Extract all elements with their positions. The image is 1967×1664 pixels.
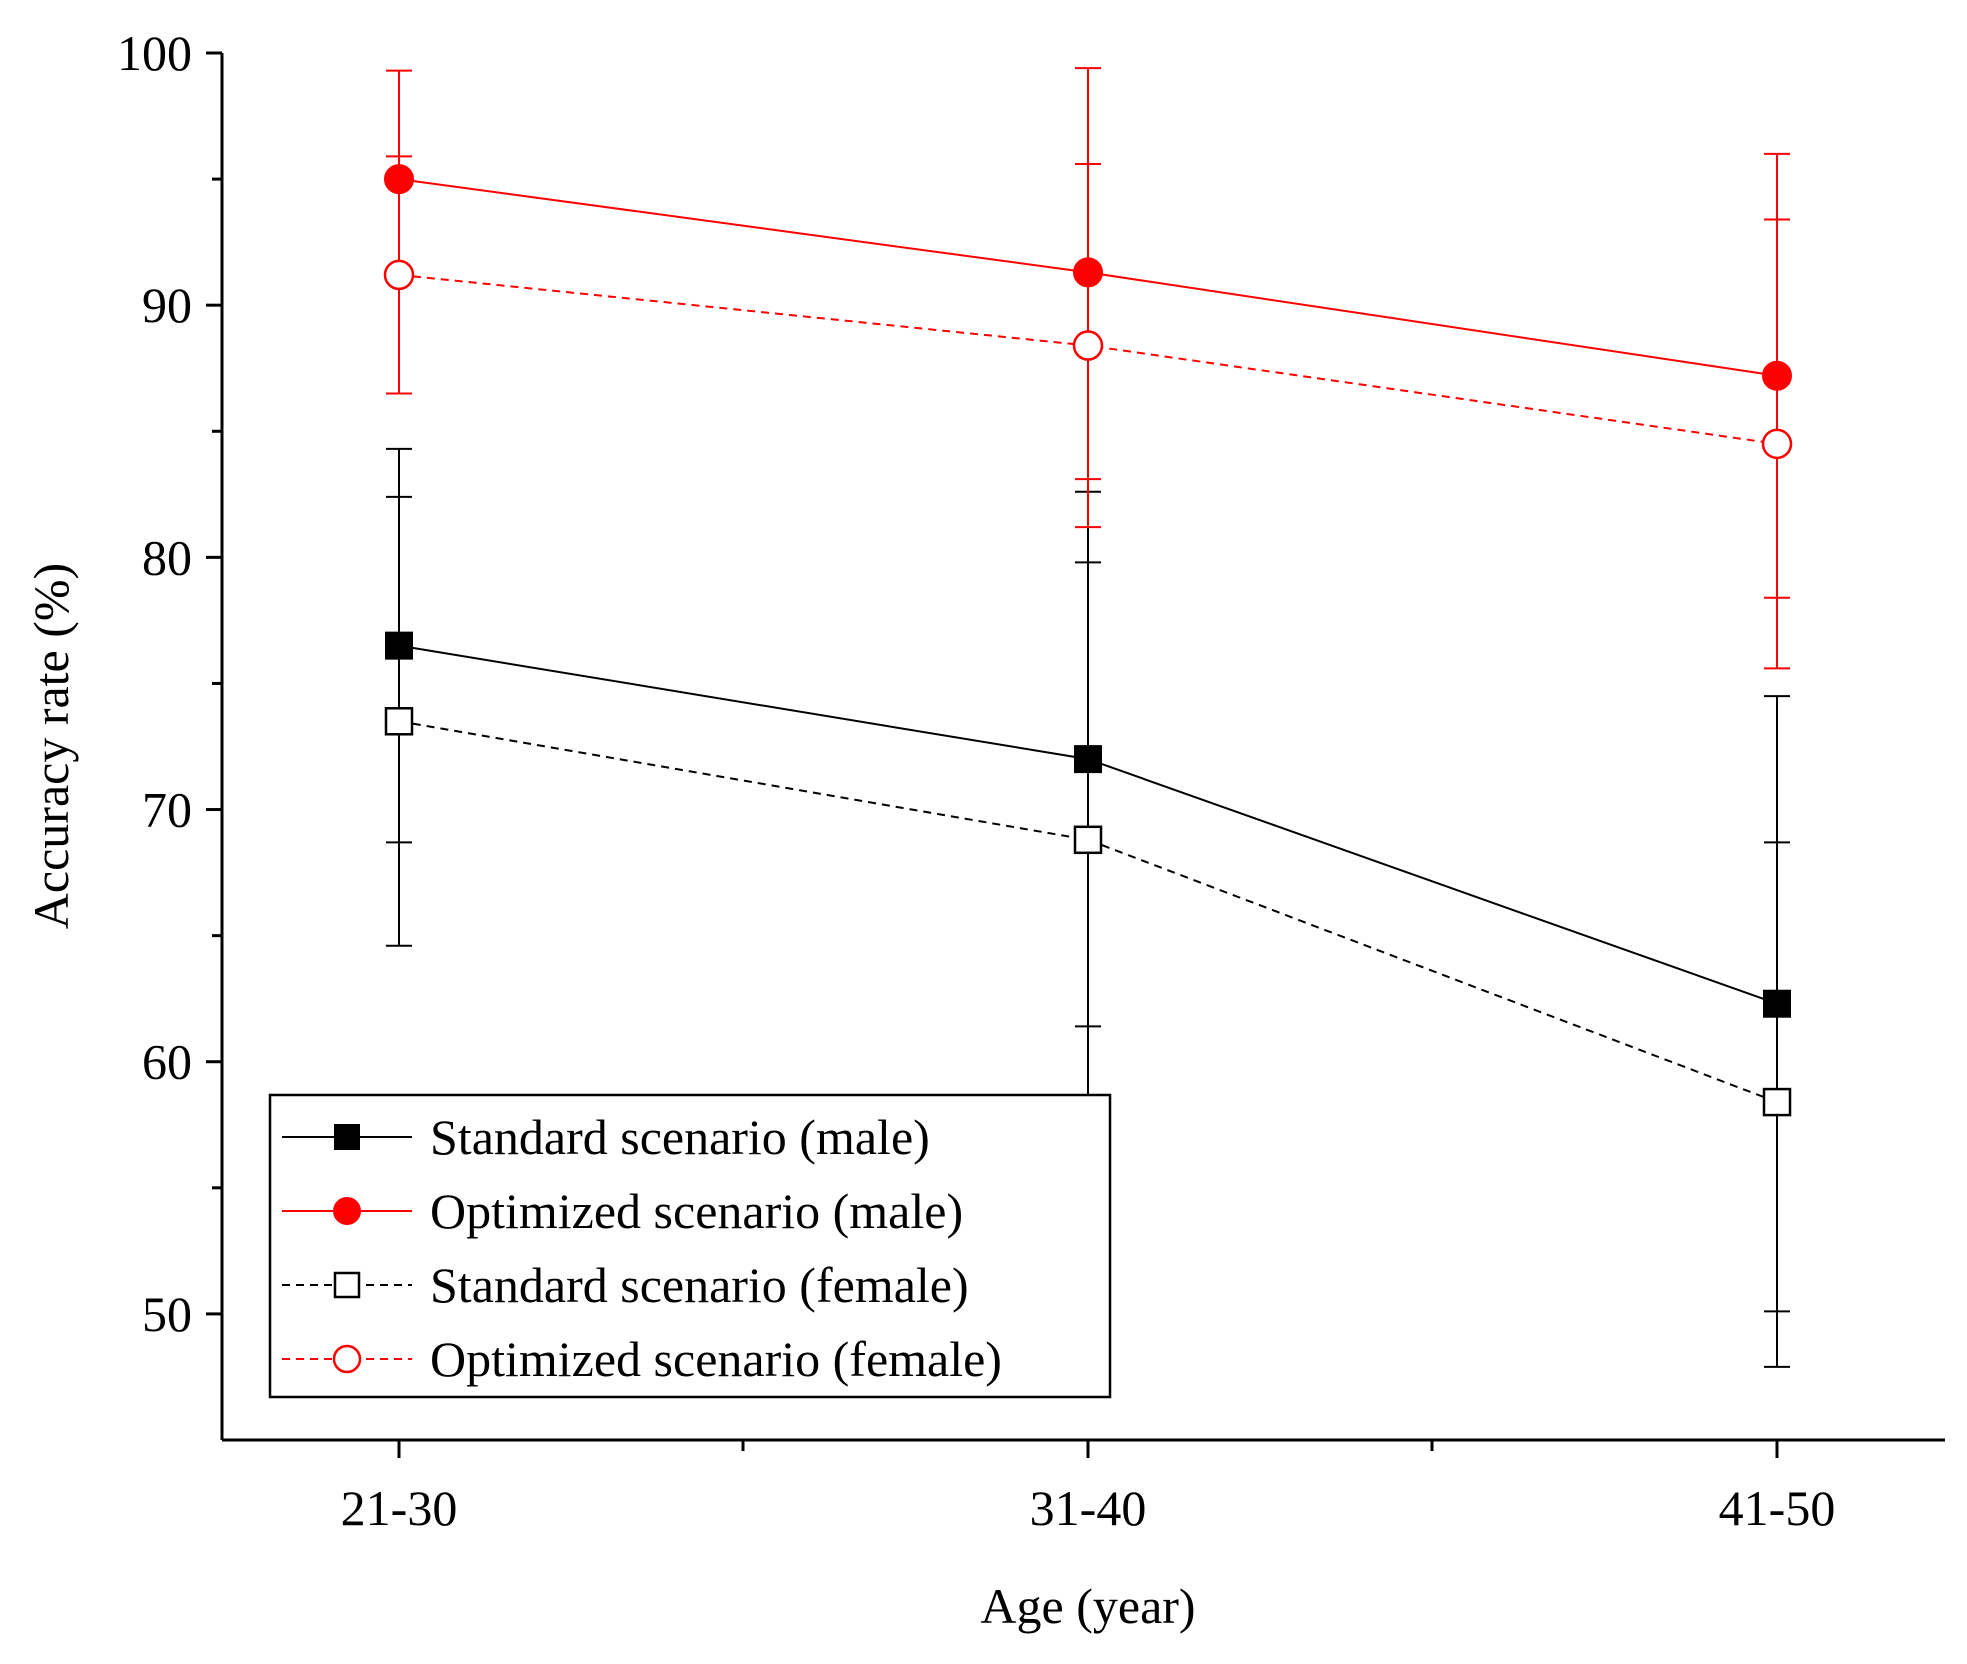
- data-point: [384, 707, 414, 736]
- legend-label: Standard scenario (male): [430, 1109, 930, 1165]
- data-point: [1072, 330, 1104, 361]
- legend-item: Optimized scenario (female): [282, 1331, 1002, 1387]
- x-tick-label: 21-30: [341, 1480, 458, 1536]
- legend-marker: [334, 1124, 360, 1150]
- legend-marker: [333, 1271, 361, 1299]
- x-tick-label: 31-40: [1030, 1480, 1147, 1536]
- legend-item: Standard scenario (male): [282, 1109, 930, 1165]
- series-standard-scenario-female: [384, 495, 1792, 1368]
- legend: Standard scenario (male) Optimized scenar…: [268, 1093, 1112, 1399]
- y-tick-label: 60: [142, 1034, 192, 1090]
- x-tick-label: 41-50: [1719, 1480, 1836, 1536]
- series-group: [383, 67, 1793, 1368]
- y-tick-label: 80: [142, 529, 192, 585]
- legend-item: Optimized scenario (male): [282, 1183, 963, 1239]
- ticks: 50 60 70 80 90 100 21-30 31-40 41-50: [117, 25, 1835, 1536]
- data-point: [1762, 1087, 1792, 1117]
- y-tick-label: 50: [142, 1286, 192, 1342]
- data-point: [1073, 825, 1103, 855]
- y-axis-title: Accuracy rate (%): [23, 563, 79, 929]
- legend-label: Optimized scenario (male): [430, 1183, 963, 1239]
- series-line: [398, 720, 1778, 1104]
- data-point: [383, 259, 415, 291]
- axes: [220, 53, 1945, 1442]
- y-tick-label: 100: [117, 25, 192, 81]
- y-tick-label: 70: [142, 782, 192, 838]
- legend-label: Standard scenario (female): [430, 1257, 969, 1313]
- y-tick-label: 90: [142, 277, 192, 333]
- legend-marker: [332, 1344, 362, 1374]
- x-axis-title: Age (year): [980, 1578, 1195, 1634]
- legend-box: [268, 1093, 1112, 1399]
- series-optimized-scenario-female: [383, 155, 1793, 670]
- data-point: [1761, 428, 1793, 460]
- legend-marker: [333, 1197, 361, 1225]
- legend-item: Standard scenario (female): [282, 1257, 969, 1313]
- legend-label: Optimized scenario (female): [430, 1331, 1002, 1387]
